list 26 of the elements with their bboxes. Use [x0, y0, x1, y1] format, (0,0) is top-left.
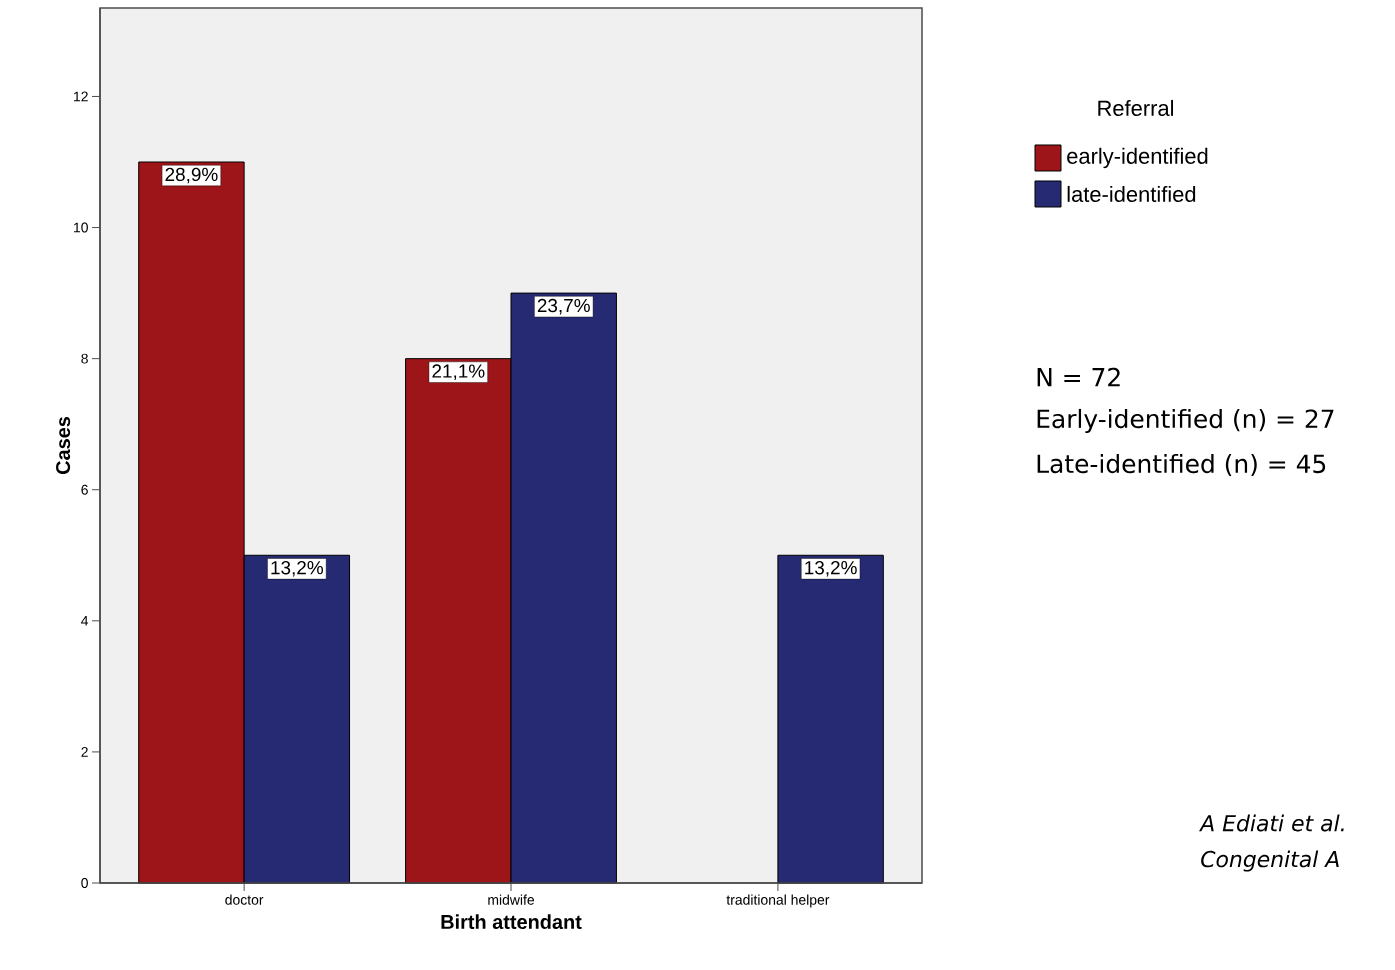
bar	[777, 554, 884, 884]
annotation: 13,2%	[805, 560, 857, 577]
legend-title: Referral	[1098, 99, 1174, 117]
text: Late-identified (n) = 45	[1037, 453, 1326, 477]
y-axis-title: Cases	[56, 416, 71, 475]
x-tick-label: traditional helper	[726, 894, 830, 908]
x-tick-label: midwife	[488, 894, 535, 905]
annotation: 23,7%	[537, 298, 590, 315]
text: Congenital A	[1201, 850, 1339, 872]
legend-label: early-identified	[1067, 147, 1208, 169]
legend-label: late-identified	[1067, 185, 1196, 203]
y-tick-label: 12	[74, 91, 88, 102]
annotation: 21,1%	[432, 364, 485, 380]
y-tick-label: 8	[81, 353, 88, 364]
y-tick-label: 10	[74, 222, 88, 233]
text: N = 72	[1037, 367, 1120, 387]
x-tick-label: doctor	[225, 894, 264, 905]
annotation: 13,2%	[271, 560, 323, 577]
text: A Ediati et al.	[1199, 814, 1344, 832]
y-tick-label: 2	[81, 747, 88, 757]
text: Early-identified (n) = 27	[1037, 408, 1334, 434]
y-tick-label: 6	[81, 484, 88, 495]
y-tick-label: 0	[81, 878, 88, 888]
y-tick-label: 4	[81, 616, 89, 626]
annotation: 28,9%	[165, 167, 218, 184]
x-axis-title: Birth attendant	[441, 914, 582, 929]
